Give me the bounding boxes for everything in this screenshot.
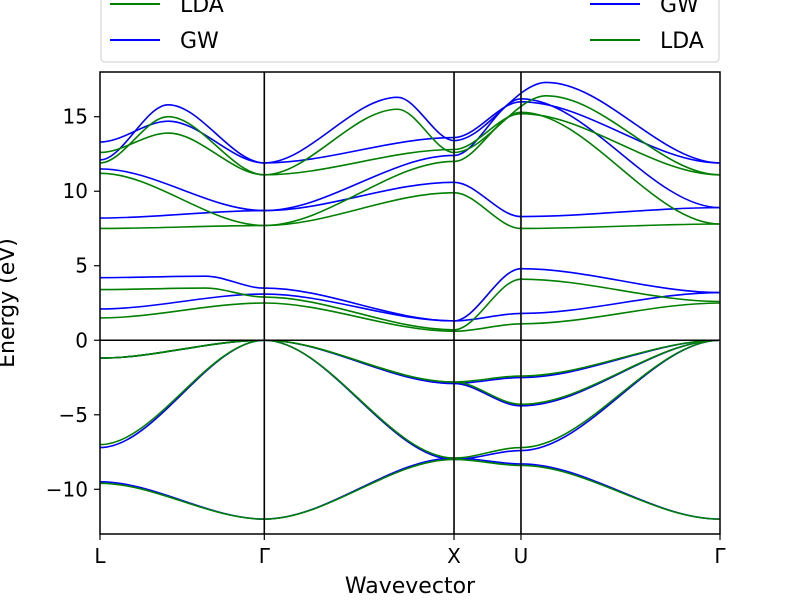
y-tick-label: −10: [46, 477, 88, 501]
legend-entry-left-1: GW: [180, 29, 219, 54]
x-tick-label: Γ: [259, 544, 271, 568]
lda-band-0: [100, 458, 720, 520]
gw-band-2: [100, 339, 720, 407]
band-lines: [100, 81, 720, 520]
y-tick-label: 10: [63, 179, 88, 203]
lda-band-3: [100, 339, 720, 383]
y-tick-label: −5: [59, 403, 88, 427]
lda-band-6: [100, 191, 720, 230]
legend-entry-right-1: LDA: [660, 29, 704, 54]
lda-band-2: [100, 339, 720, 406]
gw-band-9: [100, 81, 720, 164]
x-tick-label: X: [447, 544, 461, 568]
x-axis-label: Wavevector: [345, 574, 476, 599]
lda-band-9: [100, 95, 720, 176]
lda-band-8: [100, 112, 720, 176]
legend-entry-right-0: GW: [660, 0, 699, 18]
lda-band-1: [100, 339, 720, 459]
gw-band-5: [100, 267, 720, 322]
gw-band-6: [100, 181, 720, 219]
gw-band-8: [100, 101, 720, 164]
lda-band-7: [100, 111, 720, 227]
y-tick-label: 15: [63, 105, 88, 129]
y-tick-label: 0: [75, 328, 88, 352]
legend: LDA GW GW LDA: [100, 0, 720, 63]
lda-band-5: [100, 278, 720, 331]
x-tick-label: U: [514, 544, 529, 568]
y-tick-label: 5: [75, 254, 88, 278]
reference-lines: [100, 72, 720, 534]
y-axis-label: Energy (eV): [0, 238, 20, 368]
lda-band-4: [100, 302, 720, 333]
y-ticks: −10 −5 0 5 10 15: [46, 105, 100, 501]
plot-frame: [99, 71, 721, 535]
legend-entry-left-0: LDA: [180, 0, 224, 18]
x-tick-label: Γ: [714, 544, 726, 568]
legend-frame: [100, 0, 720, 63]
x-tick-label: L: [94, 544, 106, 568]
